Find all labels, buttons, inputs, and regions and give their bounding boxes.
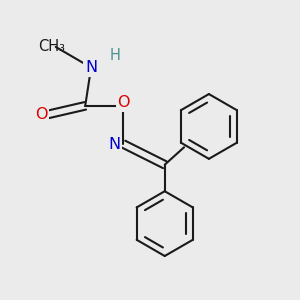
Text: N: N [109, 136, 121, 152]
Text: H: H [109, 48, 120, 63]
Text: N: N [85, 60, 97, 75]
Text: O: O [117, 95, 130, 110]
Text: CH₃: CH₃ [38, 39, 65, 54]
Text: O: O [35, 107, 47, 122]
